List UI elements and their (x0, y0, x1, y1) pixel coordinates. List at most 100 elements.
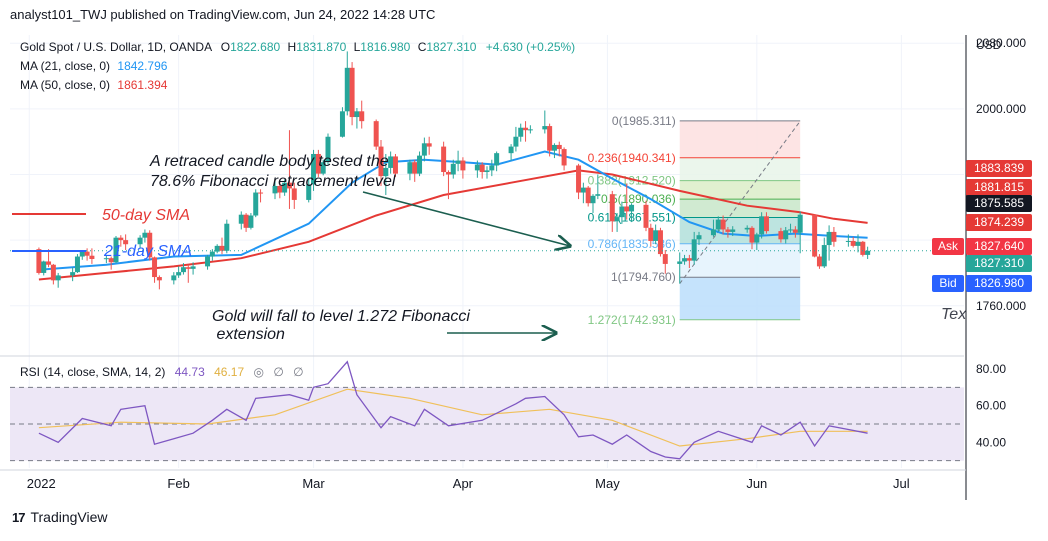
candle-body (41, 261, 47, 273)
price-tick: 2000.000 (976, 102, 1026, 116)
rsi-pane[interactable] (10, 360, 964, 462)
candle-body (730, 229, 736, 232)
candle-body (551, 144, 557, 151)
candle-body (392, 156, 398, 174)
candle-body (171, 275, 177, 281)
candle-body (349, 67, 355, 118)
price-tick: 2080.000 (976, 36, 1026, 50)
candle-body (749, 227, 755, 243)
ma50-label: MA (50, close, 0) (20, 78, 110, 92)
rsi-ma-value: 46.17 (214, 365, 244, 379)
footer[interactable]: 17 TradingView (12, 509, 108, 525)
rsi-value: 44.73 (175, 365, 205, 379)
candle-body (686, 258, 692, 261)
candle-body (629, 204, 635, 212)
arrow-retrace (362, 191, 570, 246)
candle-body (547, 126, 553, 151)
candle-body (84, 251, 90, 256)
price-tag (966, 255, 1032, 272)
candle-body (860, 241, 866, 255)
candle-body (797, 214, 803, 233)
ohlc-high-label: H (288, 40, 297, 54)
candle-body (455, 160, 461, 164)
candle-body (585, 187, 591, 204)
candle-body (445, 172, 451, 175)
candle-body (258, 192, 264, 194)
candle-body (407, 162, 413, 174)
candle-body (816, 256, 822, 267)
candle-body (788, 229, 794, 231)
candle-body (147, 232, 153, 258)
candle-body (70, 272, 76, 276)
candle-body (272, 185, 278, 194)
ma50-line (38, 169, 868, 281)
price-tag-value: 1881.815 (974, 180, 1024, 194)
candle-body (123, 240, 129, 245)
candle-body (624, 206, 630, 212)
candle-body (118, 237, 124, 241)
fib-trend-line (679, 120, 801, 284)
candle-body (383, 167, 389, 177)
currency-label: USD (976, 38, 1002, 52)
candle-body (648, 227, 654, 241)
candle-body (50, 264, 56, 281)
candle-body (325, 136, 331, 163)
candle-body (590, 195, 596, 204)
ma21-label: MA (21, close, 0) (20, 59, 110, 73)
candle-body (523, 127, 529, 131)
candle-body (55, 275, 61, 281)
fib-level-label: 1.272(1742.931) (588, 313, 676, 327)
candle-body (744, 227, 750, 230)
fib-level-label: 0.236(1940.341) (588, 151, 676, 165)
candle-body (209, 251, 215, 257)
candle-body (725, 229, 731, 232)
time-axis[interactable]: 2022 Feb Mar Apr May Jun Jul (0, 469, 966, 491)
candle-body (576, 165, 582, 193)
candle-body (513, 136, 519, 147)
candle-body (710, 229, 716, 236)
candle-body (373, 121, 379, 147)
annotations[interactable]: A retraced candle body tested the 78.6% … (12, 153, 967, 343)
candle-body (609, 194, 615, 222)
candle-body (238, 214, 244, 224)
tradingview-logo-icon: 17 (12, 509, 26, 525)
price-tag (966, 214, 1032, 231)
candle-body (677, 261, 683, 264)
candle-body (484, 170, 490, 173)
candle-body (378, 146, 384, 177)
candle-body (595, 194, 601, 196)
bid-label: Bid (939, 276, 956, 290)
time-label: 2022 (27, 476, 56, 491)
candle-body (176, 272, 182, 276)
candle-body (494, 153, 500, 166)
time-label: Mar (302, 476, 325, 491)
candle-body (653, 230, 659, 241)
price-tag (966, 275, 1032, 292)
candle-body (691, 239, 697, 261)
candle-body (291, 188, 297, 200)
candle-body (185, 267, 191, 269)
candle-body (460, 160, 466, 171)
published-header: analyst101_TWJ published on TradingView.… (10, 7, 436, 22)
candle-body (556, 144, 562, 150)
candle-body (527, 129, 533, 131)
svg-text:MA (21, close, 0) 1842.7: MA (21, close, 0) 1842.796 (20, 59, 168, 73)
price-tag-value: 1826.980 (974, 276, 1024, 290)
candle-body (759, 216, 765, 235)
time-label: May (595, 476, 620, 491)
candle-body (850, 240, 856, 246)
price-tag-value: 1827.640 (974, 239, 1024, 253)
candle-body (489, 165, 495, 171)
candle-body (812, 214, 818, 257)
candle-body (792, 229, 798, 233)
candle-body (74, 256, 80, 273)
candle-body (855, 241, 861, 246)
candle-body (619, 206, 625, 218)
candle-body (156, 277, 162, 281)
annotation-fall-line1: Gold will fall to level 1.272 Fibonacci (212, 308, 470, 325)
candle-body (354, 111, 360, 118)
candle-body (508, 146, 514, 154)
